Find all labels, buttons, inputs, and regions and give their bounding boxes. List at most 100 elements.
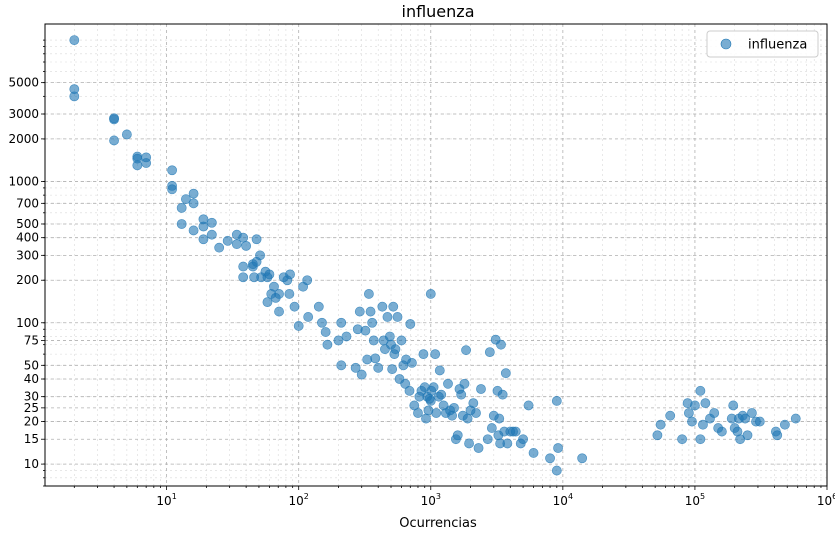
- data-point: [665, 410, 676, 421]
- y-tick-label: 25: [24, 401, 39, 415]
- data-point: [365, 306, 376, 317]
- data-point: [241, 240, 252, 251]
- data-point: [695, 385, 706, 396]
- data-point: [655, 419, 666, 430]
- data-point: [418, 349, 429, 360]
- data-point: [510, 426, 521, 437]
- data-point: [356, 369, 367, 380]
- data-point: [238, 272, 249, 283]
- data-point: [313, 301, 324, 312]
- data-point: [109, 135, 119, 146]
- major-gridlines: [45, 24, 828, 486]
- data-point: [302, 275, 313, 286]
- data-point: [206, 229, 217, 240]
- data-point: [238, 232, 249, 243]
- y-tick-label: 3000: [8, 107, 39, 121]
- data-point: [284, 289, 295, 299]
- data-point: [188, 188, 199, 199]
- data-point: [198, 221, 209, 232]
- data-point: [780, 419, 790, 430]
- data-point: [69, 35, 80, 45]
- data-point: [462, 413, 473, 424]
- data-point: [428, 382, 439, 393]
- data-point: [188, 225, 199, 236]
- y-tick-label: 50: [24, 358, 39, 372]
- data-point: [238, 261, 249, 272]
- data-point: [413, 408, 423, 418]
- data-point: [176, 202, 187, 213]
- data-point: [141, 158, 152, 168]
- data-point: [464, 438, 474, 449]
- y-tick-label: 500: [16, 217, 39, 231]
- data-point: [502, 438, 513, 449]
- data-point: [390, 344, 401, 355]
- data-point: [468, 398, 479, 409]
- data-point: [293, 321, 304, 331]
- y-tick-label: 40: [24, 372, 39, 386]
- data-point: [255, 250, 265, 261]
- data-point: [449, 402, 459, 413]
- data-point: [400, 378, 411, 389]
- data-point: [320, 327, 331, 337]
- y-tick-label: 10: [24, 457, 39, 471]
- y-tick-label: 100: [16, 316, 39, 330]
- x-tick-label: 106: [817, 492, 835, 508]
- y-tick-label: 75: [24, 333, 39, 347]
- data-point: [377, 301, 388, 312]
- data-point: [716, 426, 727, 437]
- data-point: [476, 384, 486, 394]
- data-point: [754, 416, 765, 427]
- data-point: [443, 378, 453, 389]
- data-point: [317, 317, 327, 328]
- data-point: [231, 239, 242, 250]
- data-point: [553, 443, 563, 453]
- data-point: [709, 408, 720, 418]
- x-tick-label: 102: [289, 492, 309, 508]
- x-tick-label: 104: [553, 492, 573, 508]
- data-point: [214, 242, 225, 253]
- data-point: [363, 289, 374, 299]
- data-point: [109, 114, 119, 125]
- data-point: [362, 354, 373, 365]
- legend-marker: [720, 38, 732, 50]
- data-point: [683, 408, 694, 418]
- data-point: [222, 235, 233, 246]
- y-tick-label: 700: [16, 196, 39, 210]
- data-point: [425, 396, 436, 406]
- data-point: [132, 160, 143, 171]
- data-point: [482, 434, 493, 445]
- data-point: [387, 364, 398, 375]
- data-point: [373, 362, 384, 373]
- data-point: [577, 453, 588, 464]
- data-point: [494, 413, 505, 424]
- data-point: [790, 413, 801, 424]
- data-point: [167, 165, 177, 176]
- data-point: [341, 331, 352, 342]
- data-point: [497, 389, 508, 400]
- data-point: [121, 129, 132, 140]
- legend-box: [706, 30, 819, 58]
- data-point: [500, 368, 511, 379]
- data-point: [742, 430, 753, 441]
- data-point: [740, 413, 751, 424]
- data-point: [434, 365, 445, 376]
- data-point: [167, 184, 177, 195]
- data-point: [264, 269, 275, 280]
- data-point: [496, 339, 506, 350]
- y-tick-label: 200: [16, 273, 39, 287]
- data-point: [274, 289, 284, 299]
- data-point: [354, 306, 365, 317]
- y-tick-label: 2000: [8, 132, 39, 146]
- data-point: [382, 312, 393, 322]
- data-point: [421, 413, 431, 424]
- data-point: [396, 335, 407, 346]
- y-tick-label: 5000: [8, 76, 39, 90]
- data-point: [551, 465, 562, 476]
- data-point: [69, 91, 80, 102]
- data-point: [206, 217, 217, 228]
- data-point: [289, 301, 300, 312]
- data-point: [333, 335, 344, 346]
- data-point: [471, 408, 481, 418]
- data-point: [181, 194, 191, 204]
